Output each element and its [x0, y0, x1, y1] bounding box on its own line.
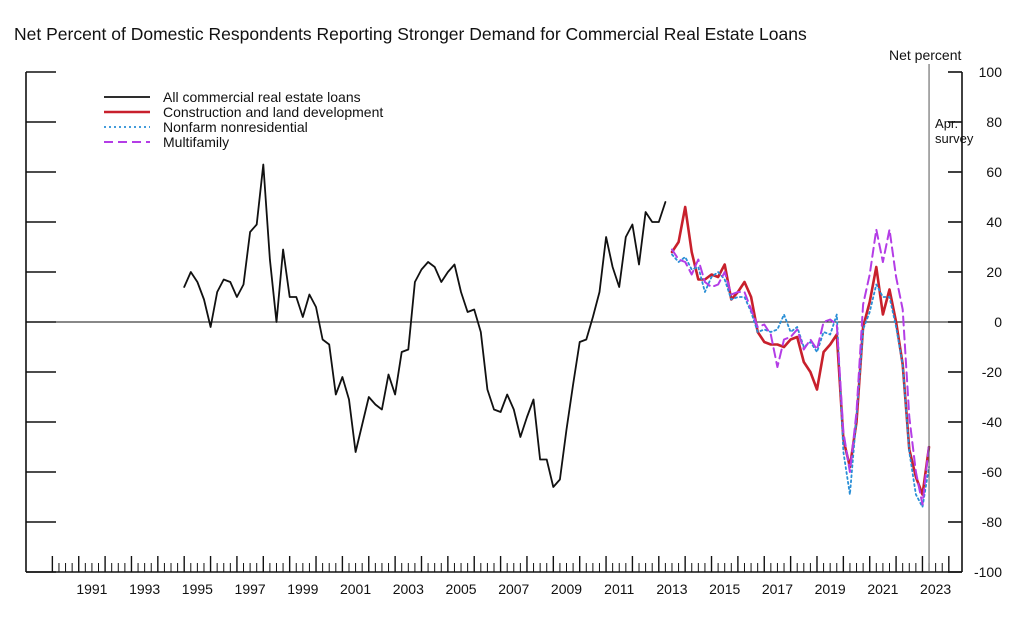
y-tick-label: 100	[979, 64, 1003, 80]
x-tick-label: 2013	[656, 581, 687, 597]
x-tick-label: 1999	[287, 581, 318, 597]
x-tick-label: 1993	[129, 581, 160, 597]
y-tick-label: -20	[982, 364, 1002, 380]
y-tick-label: -40	[982, 414, 1002, 430]
y-tick-label: -100	[974, 564, 1002, 580]
x-tick-label: 1995	[182, 581, 213, 597]
legend-label: All commercial real estate loans	[163, 89, 361, 105]
y-tick-label: 80	[986, 114, 1002, 130]
x-tick-label: 2005	[445, 581, 476, 597]
series-line-4	[671, 228, 930, 506]
series-line-1	[183, 163, 667, 488]
legend-label: Construction and land development	[163, 104, 383, 120]
x-tick-label: 2023	[920, 581, 951, 597]
y-tick-label: 40	[986, 214, 1002, 230]
legend-label: Multifamily	[163, 134, 229, 150]
survey-label: survey	[935, 131, 974, 146]
x-tick-label: 2003	[393, 581, 424, 597]
y-axis-label: Net percent	[889, 47, 961, 63]
x-tick-label: 2001	[340, 581, 371, 597]
series-line-2	[670, 205, 931, 496]
y-tick-label: 20	[986, 264, 1002, 280]
legend-label: Nonfarm nonresidential	[163, 119, 308, 135]
x-tick-label: 1991	[76, 581, 107, 597]
x-tick-label: 2017	[762, 581, 793, 597]
x-tick-label: 2021	[867, 581, 898, 597]
x-tick-label: 2011	[604, 581, 634, 597]
y-tick-label: -80	[982, 514, 1002, 530]
survey-label: Apr.	[935, 116, 958, 131]
x-tick-label: 2015	[709, 581, 740, 597]
x-tick-label: 2019	[815, 581, 846, 597]
x-tick-label: 2007	[498, 581, 529, 597]
y-tick-label: 60	[986, 164, 1002, 180]
x-tick-label: 2009	[551, 581, 582, 597]
x-tick-label: 1997	[235, 581, 266, 597]
chart-title: Net Percent of Domestic Respondents Repo…	[14, 24, 807, 44]
y-tick-label: -60	[982, 464, 1002, 480]
y-tick-label: 0	[994, 314, 1002, 330]
